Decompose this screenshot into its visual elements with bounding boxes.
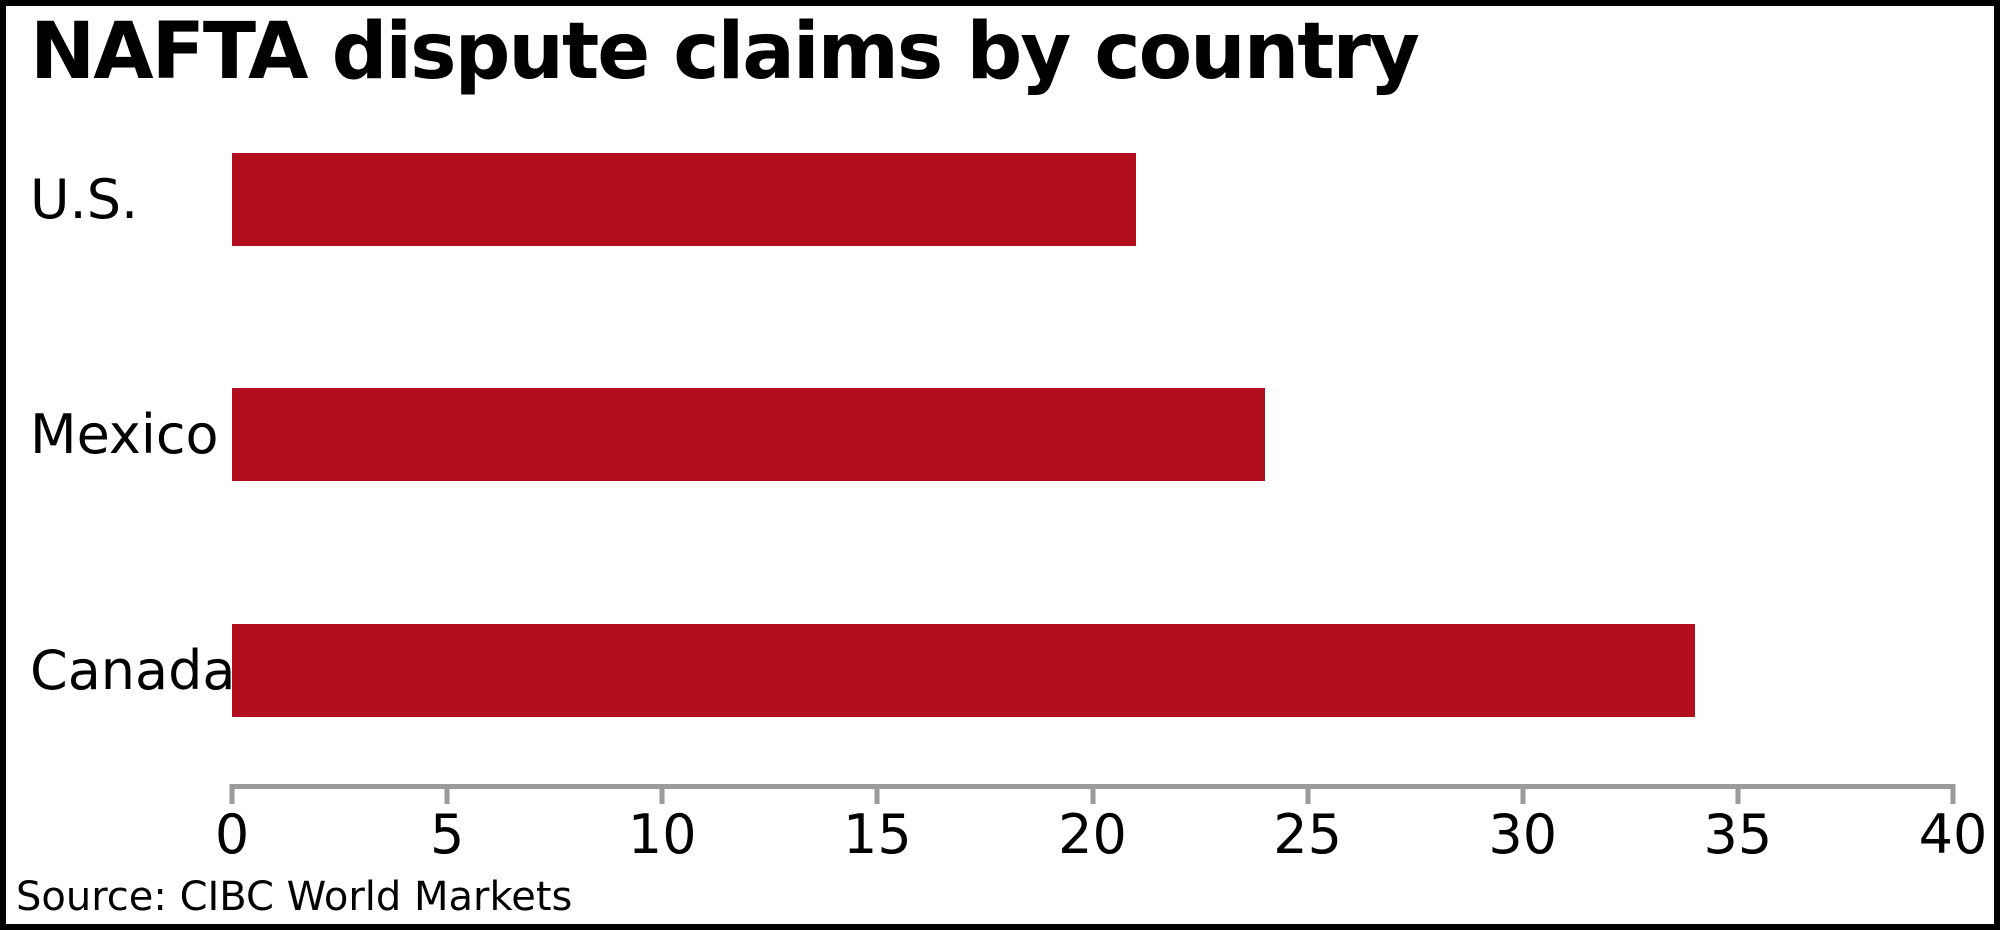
x-axis-tick-label-5: 5	[429, 803, 465, 866]
x-axis-tick-label-30: 30	[1488, 803, 1558, 866]
x-axis-tick-label-10: 10	[627, 803, 697, 866]
x-axis-tick-35	[1735, 784, 1741, 804]
category-label-u-s: U.S.	[30, 168, 139, 231]
x-axis-tick-30	[1520, 784, 1526, 804]
x-axis-tick-25	[1305, 784, 1311, 804]
x-axis-tick-15	[874, 784, 880, 804]
x-axis-tick-label-25: 25	[1273, 803, 1342, 866]
x-axis-tick-20	[1090, 784, 1095, 804]
source-note: Source: CIBC World Markets	[16, 874, 573, 920]
bar-u-s	[232, 153, 1136, 246]
x-axis-tick-10	[659, 784, 665, 804]
x-axis-tick-0	[229, 784, 235, 804]
bar-canada	[232, 624, 1695, 717]
x-axis-tick-label-20: 20	[1058, 803, 1127, 866]
x-axis-tick-40	[1950, 784, 1956, 804]
x-axis-tick-label-35: 35	[1703, 803, 1773, 866]
plot-area: U.S. Mexico Canada 0 5 10 15 20 25 30 35 40	[6, 6, 1994, 924]
category-label-canada: Canada	[30, 639, 236, 702]
chart-title: NAFTA dispute claims by country	[30, 7, 1420, 97]
x-axis-tick-label-0: 0	[214, 803, 250, 866]
x-axis-tick-label-40: 40	[1918, 803, 1988, 866]
x-axis-tick-label-15: 15	[843, 803, 912, 866]
bar-mexico	[232, 388, 1265, 481]
category-label-mexico: Mexico	[30, 403, 219, 466]
x-axis-tick-5	[444, 784, 450, 804]
